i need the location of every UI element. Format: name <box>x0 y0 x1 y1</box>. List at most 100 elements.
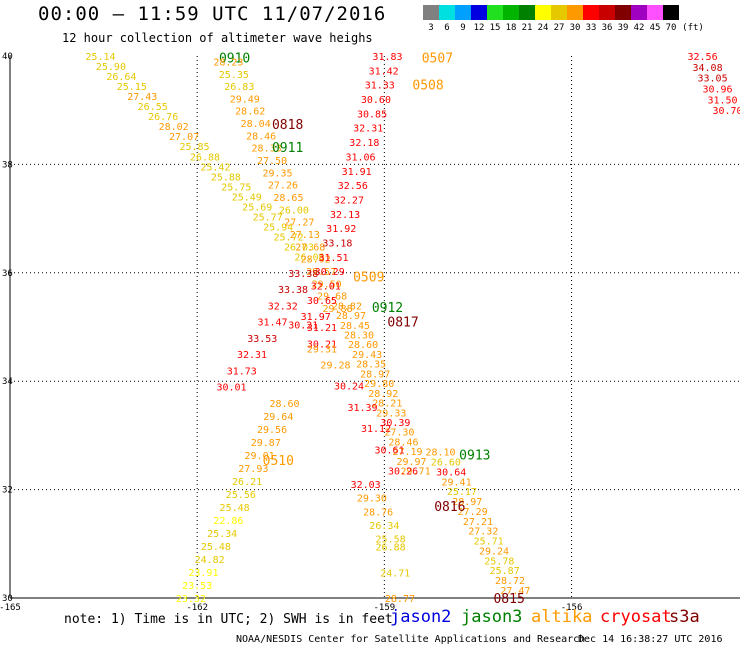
swh-value: 29.41 <box>442 477 472 488</box>
swh-value: 26.21 <box>232 477 262 488</box>
swh-value: 32.13 <box>330 210 360 221</box>
swh-value: 27.47 <box>500 586 530 597</box>
track-time-label: 0910 <box>219 52 250 67</box>
swh-value: 27.32 <box>468 527 498 538</box>
swh-value: 27.19 <box>392 447 422 458</box>
swh-value: 28.72 <box>495 576 525 587</box>
latitude-tick-label: 36 <box>2 269 13 279</box>
latitude-tick-label: 38 <box>2 160 13 170</box>
legend-label: 3 <box>428 23 434 33</box>
swh-value: 27.43 <box>127 92 157 103</box>
swh-value: 30.29 <box>315 267 345 278</box>
credit-footer: NOAA/NESDIS Center for Satellite Applica… <box>236 634 586 645</box>
swh-value: 28.21 <box>372 399 402 410</box>
swh-value: 29.56 <box>257 425 287 436</box>
swh-value: 32.56 <box>338 181 368 192</box>
legend-label: 42 <box>633 23 645 33</box>
track-time-label: 0817 <box>387 316 418 331</box>
swh-value: 23.91 <box>188 568 218 579</box>
swh-value: 32.31 <box>237 350 267 361</box>
swh-value: 33.38 <box>288 269 318 280</box>
track-time-label: 0510 <box>263 454 294 469</box>
swh-value: 26.08 <box>294 253 324 264</box>
swh-value: 29.50 <box>312 279 342 290</box>
swh-value: 28.10 <box>425 448 455 459</box>
swh-value: 27.07 <box>169 132 199 143</box>
legend-swatch <box>647 5 663 20</box>
swh-value: 30.21 <box>307 339 337 350</box>
swh-value: 23.53 <box>182 581 212 592</box>
swh-value: 25.35 <box>219 70 249 81</box>
legend-label: 21 <box>521 23 533 33</box>
swh-value: 31.42 <box>369 66 399 77</box>
swh-value: 26.34 <box>369 521 399 532</box>
swh-value: 29.30 <box>357 494 387 505</box>
legend-swatch <box>631 5 647 20</box>
swh-value: 26.55 <box>138 102 168 113</box>
swh-value: 27.13 <box>290 230 320 241</box>
swh-value: 24.82 <box>195 555 225 566</box>
swh-value: 26.76 <box>148 112 178 123</box>
latitude-tick-label: 30 <box>2 594 13 604</box>
swh-value: 32.27 <box>334 195 364 206</box>
swh-value: 25.49 <box>232 192 262 203</box>
track-time-label: 0818 <box>272 118 303 133</box>
swh-value: 25.48 <box>201 542 231 553</box>
satellite-altika: altika <box>531 607 593 627</box>
legend-label: 12 <box>473 23 485 33</box>
swh-value: 30.64 <box>436 467 466 478</box>
track-time-label: 0912 <box>372 301 403 316</box>
swh-value: 30.65 <box>307 296 337 307</box>
swh-value: 32.32 <box>268 301 298 312</box>
swh-value: 25.56 <box>226 490 256 501</box>
swh-value: 31.92 <box>326 224 356 235</box>
swh-value: 29.28 <box>320 360 350 371</box>
legend-swatch <box>535 5 551 20</box>
swh-value: 32.31 <box>353 124 383 135</box>
swh-value: 31.33 <box>365 81 395 92</box>
swh-value: 27.93 <box>238 464 268 475</box>
swh-value: 25.75 <box>221 182 251 193</box>
swh-value: 30.01 <box>216 383 246 394</box>
longitude-tick-label: -159 <box>374 603 396 613</box>
legend-label: 15 <box>489 23 501 33</box>
track-time-label: 0911 <box>272 141 303 156</box>
swh-value: 27.27 <box>284 218 314 229</box>
map-subtitle: 12 hour collection of altimeter wave hei… <box>62 31 373 45</box>
swh-value: 28.62 <box>235 107 265 118</box>
legend-swatch <box>663 5 679 20</box>
swh-value: 25.42 <box>200 162 230 173</box>
swh-value: 34.08 <box>693 63 723 74</box>
swh-value: 25.77 <box>253 212 283 223</box>
legend-swatch <box>455 5 471 20</box>
swh-value: 25.71 <box>474 537 504 548</box>
legend-swatch <box>423 5 439 20</box>
swh-value: 30.26 <box>388 467 418 478</box>
legend-label: 6 <box>444 23 450 33</box>
satellite-cryosat: cryosat <box>600 607 672 627</box>
swh-value: 30.21 <box>288 320 318 331</box>
swh-value: 33.05 <box>697 74 727 85</box>
swh-value: 31.73 <box>227 366 257 377</box>
swh-value: 28.45 <box>340 321 370 332</box>
legend-swatch <box>471 5 487 20</box>
track-time-label: 0913 <box>459 448 490 463</box>
map-title: 00:00 – 11:59 UTC 11/07/2016 <box>38 3 387 25</box>
track-time-label: 0815 <box>493 592 524 607</box>
swh-value: 28.46 <box>246 131 276 142</box>
legend-label: 18 <box>505 23 517 33</box>
swh-value: 32.56 <box>688 52 718 63</box>
swh-value: 28.04 <box>241 119 271 130</box>
swh-value: 28.23 <box>213 57 243 68</box>
swh-value: 25.90 <box>96 62 126 73</box>
swh-value: 29.87 <box>251 438 281 449</box>
swh-value: 30.96 <box>702 85 732 96</box>
satellite-jason3: jason3 <box>461 607 523 627</box>
swh-value: 28.97 <box>336 311 366 322</box>
swh-value: 28.65 <box>273 193 303 204</box>
swh-value: 26.64 <box>106 72 136 83</box>
swh-value: 31.39 <box>347 403 377 414</box>
swh-value: 29.80 <box>364 379 394 390</box>
legend-swatch <box>519 5 535 20</box>
